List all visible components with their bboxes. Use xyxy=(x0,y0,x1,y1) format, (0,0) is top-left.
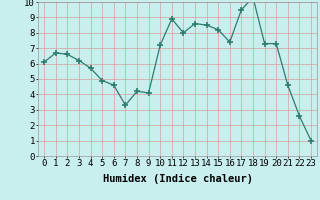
X-axis label: Humidex (Indice chaleur): Humidex (Indice chaleur) xyxy=(103,174,252,184)
